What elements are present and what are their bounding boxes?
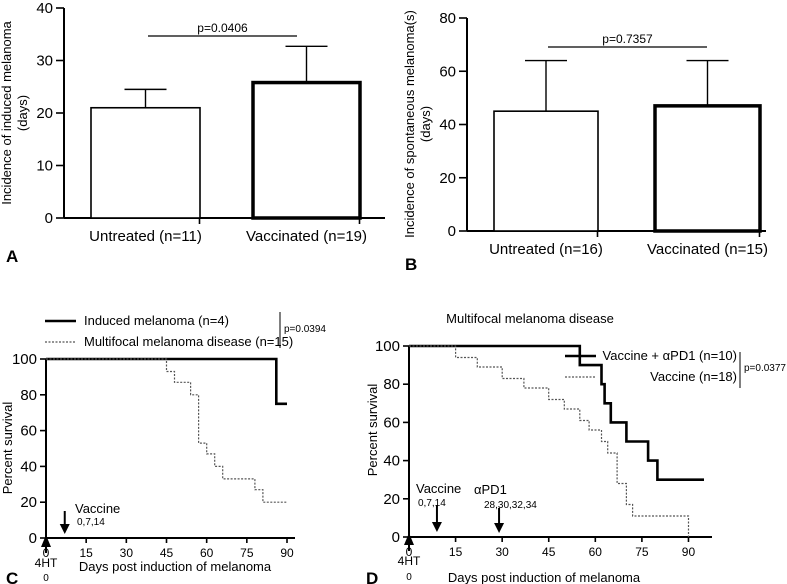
- treatment-label: Vaccine: [416, 481, 461, 496]
- panel-letter: A: [6, 247, 18, 266]
- panel-letter: C: [6, 569, 18, 584]
- y-tick-label: 60: [439, 63, 456, 80]
- x-category-label: Vaccinated (n=19): [246, 228, 367, 245]
- y-tick-label: 0: [29, 530, 37, 547]
- y-tick-label: 60: [383, 414, 400, 431]
- y-axis-label: Percent survival: [365, 384, 380, 477]
- p-value: p=0.7357: [602, 32, 653, 46]
- x-axis-label: Days post induction of melanoma: [79, 559, 272, 574]
- y-tick-label: 100: [12, 351, 37, 368]
- y-tick-label: 40: [439, 117, 456, 134]
- x-tick-label: 60: [200, 546, 214, 560]
- y-axis-label: (days): [418, 106, 433, 142]
- x-tick-label: 45: [542, 545, 556, 559]
- y-tick-label: 80: [439, 10, 456, 27]
- y-axis-label: (days): [15, 95, 30, 131]
- y-tick-label: 0: [45, 210, 53, 227]
- legend-label: Vaccine + αPD1 (n=10): [603, 348, 737, 363]
- x-tick-label: 0: [406, 545, 413, 559]
- treatment-label: 4HT: [35, 556, 58, 570]
- survival-line-secondary: [46, 358, 287, 503]
- panel-A: 0 10 20 30 40 Untreated (n=11) Vaccinated (n=1…: [0, 0, 385, 266]
- p-value: p=0.0394: [284, 324, 326, 335]
- panel-letter: B: [405, 255, 417, 274]
- treatment-days: 0: [43, 573, 49, 584]
- treatment-label: 4HT: [398, 554, 421, 568]
- p-value: p=0.0406: [197, 21, 248, 35]
- x-tick-label: 30: [120, 546, 134, 560]
- y-tick-label: 40: [36, 0, 53, 17]
- treatment-arrow-down: [59, 524, 70, 534]
- treatment-days: 0,7,14: [77, 517, 105, 528]
- x-tick-label: 30: [495, 545, 509, 559]
- bar: [90, 106, 201, 219]
- y-tick-label: 60: [20, 423, 37, 440]
- x-tick-label: 90: [280, 546, 294, 560]
- p-value: p=0.0377: [744, 363, 786, 374]
- panel-letter: D: [366, 569, 378, 584]
- y-tick-label: 30: [36, 53, 53, 70]
- legend-label: Multifocal melanoma disease (n=15): [84, 334, 293, 349]
- panel-C: 0 20 40 60 80 100 0 15 30 45 60 75 90 Induced melanom…: [0, 312, 326, 584]
- y-tick-label: 100: [375, 338, 400, 355]
- treatment-days: 0,7,14: [418, 498, 446, 509]
- treatment-arrow-up: [41, 535, 51, 547]
- x-tick-label: 90: [682, 545, 696, 559]
- treatment-days: 0: [406, 572, 412, 583]
- panel-D: 0 20 40 60 80 100 0 15 30 45 60 75 90 Vaccine + αPD1 …: [365, 311, 786, 584]
- y-tick-label: 80: [20, 387, 37, 404]
- y-tick-label: 40: [20, 458, 37, 475]
- treatment-arrow-down: [431, 522, 442, 532]
- y-tick-label: 20: [439, 170, 456, 187]
- x-axis-label: Days post induction of melanoma: [448, 570, 641, 584]
- bar: [493, 110, 599, 232]
- bar: [653, 104, 762, 233]
- y-tick-label: 80: [383, 376, 400, 393]
- legend-label: Vaccine (n=18): [650, 369, 737, 384]
- y-axis-label: Incidence of spontaneous melanoma(s): [402, 10, 417, 238]
- chart-title: Multifocal melanoma disease: [446, 311, 614, 326]
- bar: [251, 80, 362, 220]
- survival-line-secondary: [409, 345, 690, 537]
- treatment-label: αPD1: [474, 482, 507, 497]
- y-tick-label: 20: [36, 105, 53, 122]
- x-tick-label: 15: [79, 546, 93, 560]
- y-tick-label: 20: [383, 491, 400, 508]
- y-tick-label: 20: [20, 494, 37, 511]
- treatment-arrow-down: [494, 523, 505, 533]
- survival-line-primary: [46, 357, 287, 406]
- y-tick-label: 0: [448, 223, 456, 240]
- panel-B: 0 20 40 60 80 Untreated (n=16) Vaccinated (n=1…: [402, 10, 768, 274]
- x-category-label: Untreated (n=11): [89, 228, 202, 245]
- x-tick-label: 60: [589, 545, 603, 559]
- treatment-days: 28,30,32,34: [484, 500, 537, 511]
- y-axis-label: Percent survival: [0, 402, 15, 495]
- x-tick-label: 75: [240, 546, 254, 560]
- x-tick-label: 45: [160, 546, 174, 560]
- y-axis-label: Incidence of induced melanoma: [0, 20, 14, 204]
- x-tick-label: 15: [449, 545, 463, 559]
- y-tick-label: 40: [383, 453, 400, 470]
- x-tick-label: 75: [635, 545, 649, 559]
- survival-line-primary: [409, 344, 704, 482]
- x-category-label: Untreated (n=16): [489, 241, 603, 258]
- x-category-label: Vaccinated (n=15): [647, 241, 768, 258]
- treatment-label: Vaccine: [75, 501, 120, 516]
- y-tick-label: 0: [392, 529, 400, 546]
- treatment-arrow-up: [404, 533, 414, 545]
- y-tick-label: 10: [36, 158, 53, 175]
- legend-label: Induced melanoma (n=4): [84, 313, 229, 328]
